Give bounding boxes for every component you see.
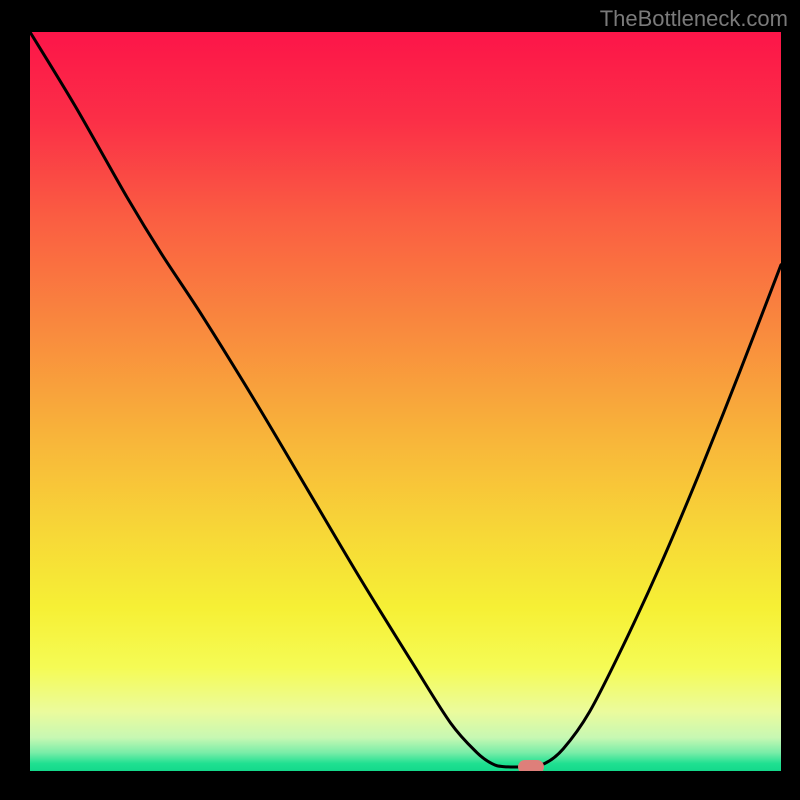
bottleneck-curve <box>30 32 781 771</box>
chart-frame <box>0 0 800 800</box>
curve-path <box>30 32 781 767</box>
optimum-marker <box>518 760 544 771</box>
attribution-label: TheBottleneck.com <box>600 6 788 32</box>
plot-area <box>30 32 781 771</box>
